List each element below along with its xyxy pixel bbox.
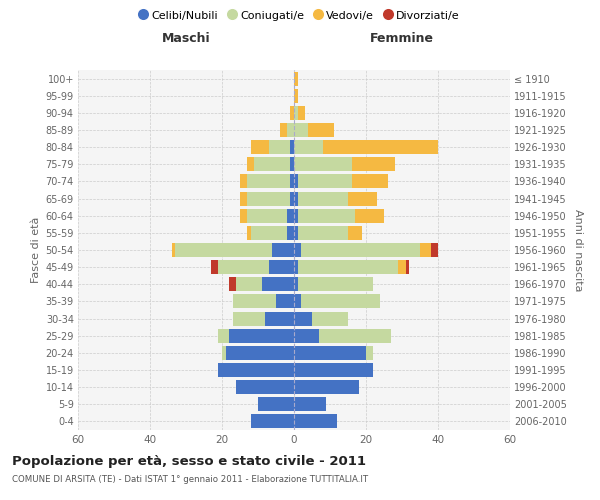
Legend: Celibi/Nubili, Coniugati/e, Vedovi/e, Divorziati/e: Celibi/Nubili, Coniugati/e, Vedovi/e, Di… xyxy=(136,6,464,25)
Bar xyxy=(366,346,373,360)
Bar xyxy=(348,226,362,240)
Bar xyxy=(251,226,287,240)
Y-axis label: Fasce di età: Fasce di età xyxy=(31,217,41,283)
Bar xyxy=(222,346,226,360)
Bar xyxy=(247,226,251,240)
Bar xyxy=(294,260,298,274)
Bar xyxy=(294,346,366,360)
Bar xyxy=(294,328,319,342)
Bar xyxy=(211,260,218,274)
Bar xyxy=(294,243,301,257)
Bar xyxy=(247,208,287,222)
Bar xyxy=(251,140,269,154)
Bar xyxy=(258,398,294,411)
Bar xyxy=(290,106,294,120)
Bar xyxy=(420,243,431,257)
Bar xyxy=(287,226,294,240)
Bar xyxy=(348,192,377,205)
Bar xyxy=(240,192,247,205)
Bar xyxy=(294,398,326,411)
Bar xyxy=(172,243,175,257)
Bar xyxy=(301,243,420,257)
Bar xyxy=(298,278,373,291)
Bar xyxy=(247,158,254,172)
Bar xyxy=(294,226,298,240)
Bar xyxy=(294,174,298,188)
Bar xyxy=(294,414,337,428)
Bar xyxy=(262,278,294,291)
Bar xyxy=(294,106,298,120)
Bar xyxy=(251,414,294,428)
Bar xyxy=(290,158,294,172)
Bar xyxy=(298,226,348,240)
Bar xyxy=(294,312,312,326)
Bar xyxy=(240,208,247,222)
Bar xyxy=(280,123,287,137)
Bar xyxy=(294,278,298,291)
Bar xyxy=(236,380,294,394)
Bar xyxy=(355,208,384,222)
Bar xyxy=(233,294,276,308)
Bar xyxy=(265,312,294,326)
Bar xyxy=(290,140,294,154)
Bar xyxy=(175,243,272,257)
Bar xyxy=(247,174,290,188)
Bar xyxy=(323,140,438,154)
Bar xyxy=(398,260,406,274)
Bar xyxy=(240,174,247,188)
Bar xyxy=(290,192,294,205)
Bar xyxy=(298,208,355,222)
Text: Femmine: Femmine xyxy=(370,32,434,45)
Bar xyxy=(312,312,348,326)
Bar xyxy=(294,380,359,394)
Bar xyxy=(294,363,373,377)
Bar xyxy=(319,328,391,342)
Bar xyxy=(298,192,348,205)
Bar xyxy=(226,346,294,360)
Bar xyxy=(406,260,409,274)
Bar xyxy=(298,260,398,274)
Bar xyxy=(298,174,352,188)
Bar xyxy=(236,278,262,291)
Bar xyxy=(431,243,438,257)
Bar xyxy=(294,140,323,154)
Text: Popolazione per età, sesso e stato civile - 2011: Popolazione per età, sesso e stato civil… xyxy=(12,455,366,468)
Bar xyxy=(294,72,298,86)
Bar xyxy=(229,278,236,291)
Bar xyxy=(290,174,294,188)
Bar xyxy=(287,123,294,137)
Bar xyxy=(233,312,265,326)
Bar xyxy=(294,158,352,172)
Bar xyxy=(247,192,290,205)
Bar xyxy=(218,363,294,377)
Bar xyxy=(272,243,294,257)
Bar xyxy=(301,294,380,308)
Text: Maschi: Maschi xyxy=(161,32,211,45)
Bar xyxy=(294,88,298,102)
Bar xyxy=(294,123,308,137)
Bar xyxy=(218,328,229,342)
Bar xyxy=(308,123,334,137)
Text: COMUNE DI ARSITA (TE) - Dati ISTAT 1° gennaio 2011 - Elaborazione TUTTITALIA.IT: COMUNE DI ARSITA (TE) - Dati ISTAT 1° ge… xyxy=(12,475,368,484)
Bar xyxy=(352,158,395,172)
Y-axis label: Anni di nascita: Anni di nascita xyxy=(572,209,583,291)
Bar xyxy=(229,328,294,342)
Bar xyxy=(287,208,294,222)
Bar xyxy=(269,140,290,154)
Bar xyxy=(269,260,294,274)
Bar xyxy=(294,192,298,205)
Bar xyxy=(352,174,388,188)
Bar xyxy=(218,260,269,274)
Bar xyxy=(276,294,294,308)
Bar xyxy=(294,208,298,222)
Bar xyxy=(298,106,305,120)
Bar xyxy=(254,158,290,172)
Bar xyxy=(294,294,301,308)
